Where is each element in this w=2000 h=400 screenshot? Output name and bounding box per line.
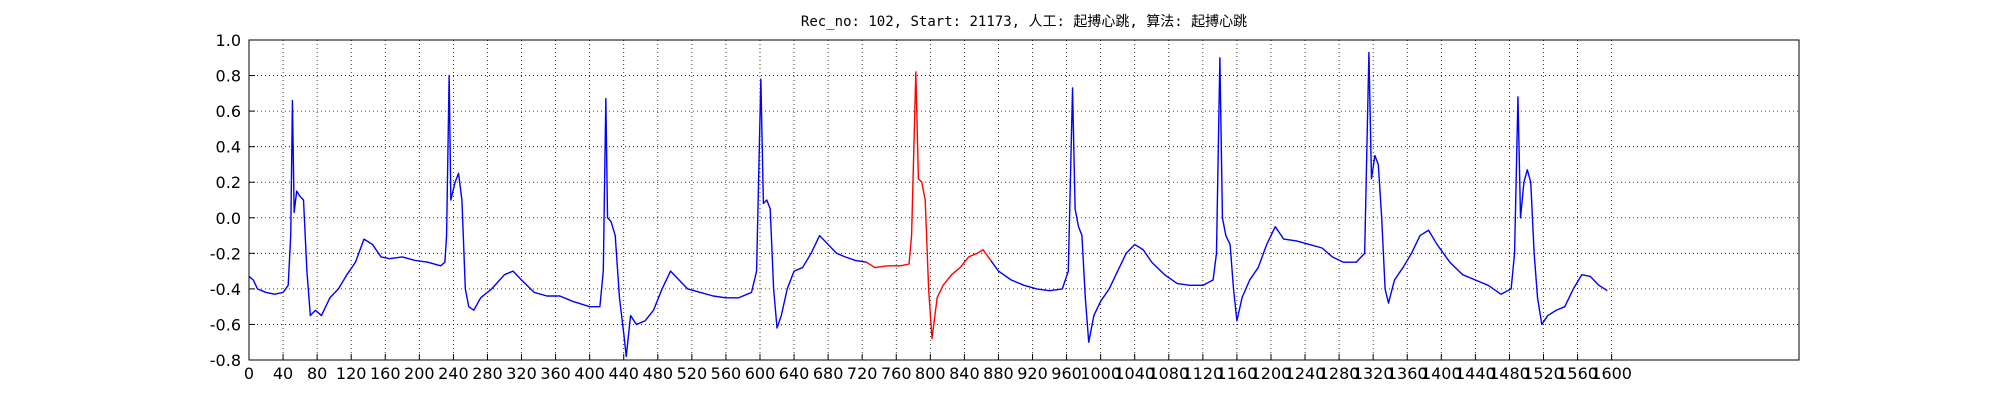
- y-tick-label: 1.0: [216, 31, 241, 50]
- y-tick-label: 0.0: [216, 209, 241, 228]
- x-tick-label: 1400: [1421, 364, 1462, 383]
- x-tick-label: 1560: [1557, 364, 1598, 383]
- x-tick-label: 560: [711, 364, 742, 383]
- x-tick-label: 1200: [1251, 364, 1292, 383]
- x-tick-label: 160: [370, 364, 401, 383]
- x-tick-label: 920: [1017, 364, 1048, 383]
- x-tick-label: 1080: [1148, 364, 1189, 383]
- plot-frame: [248, 39, 1800, 361]
- chart-title: Rec_no: 102, Start: 21173, 人工: 起搏心跳, 算法:…: [801, 13, 1247, 30]
- x-tick-label: 1240: [1285, 364, 1326, 383]
- x-tick-label: 1440: [1455, 364, 1496, 383]
- x-tick-label: 1120: [1182, 364, 1223, 383]
- y-tick-label: 0.2: [216, 173, 241, 192]
- y-tick-label: 0.8: [216, 67, 241, 86]
- x-tick-label: 1160: [1217, 364, 1258, 383]
- x-tick-label: 600: [745, 364, 776, 383]
- x-tick-label: 1000: [1080, 364, 1121, 383]
- x-tick-label: 960: [1051, 364, 1082, 383]
- x-tick-label: 280: [472, 364, 503, 383]
- x-tick-label: 240: [438, 364, 469, 383]
- x-tick-label: 400: [574, 364, 605, 383]
- x-tick-label: 880: [983, 364, 1014, 383]
- y-tick-label: -0.8: [210, 351, 241, 370]
- x-tick-label: 1040: [1114, 364, 1155, 383]
- y-tick-label: -0.2: [210, 244, 241, 263]
- y-tick-label: 0.6: [216, 102, 241, 121]
- x-tick-label: 40: [273, 364, 293, 383]
- y-tick-label: -0.6: [210, 315, 241, 334]
- x-tick-label: 640: [779, 364, 810, 383]
- x-tick-label: 360: [540, 364, 571, 383]
- x-tick-label: 120: [336, 364, 367, 383]
- x-tick-label: 200: [404, 364, 435, 383]
- series-line: [866, 71, 992, 340]
- x-tick-label: 1480: [1489, 364, 1530, 383]
- x-tick-label: 1360: [1387, 364, 1428, 383]
- y-tick-label: 0.4: [216, 138, 241, 157]
- x-tick-label: 800: [915, 364, 946, 383]
- x-tick-label: 760: [881, 364, 912, 383]
- x-tick-label: 0: [244, 364, 254, 383]
- x-tick-label: 520: [677, 364, 708, 383]
- x-tick-label: 80: [307, 364, 327, 383]
- x-tick-label: 840: [949, 364, 980, 383]
- x-tick-label: 1320: [1353, 364, 1394, 383]
- x-tick-label: 1520: [1523, 364, 1564, 383]
- x-tick-label: 1280: [1319, 364, 1360, 383]
- x-tick-label: 440: [608, 364, 639, 383]
- y-tick-label: -0.4: [210, 280, 241, 299]
- x-tick-label: 680: [813, 364, 844, 383]
- series-line: [248, 51, 1608, 358]
- x-tick-label: 480: [643, 364, 674, 383]
- x-tick-label: 320: [506, 364, 537, 383]
- x-tick-label: 720: [847, 364, 878, 383]
- x-tick-label: 1600: [1591, 364, 1632, 383]
